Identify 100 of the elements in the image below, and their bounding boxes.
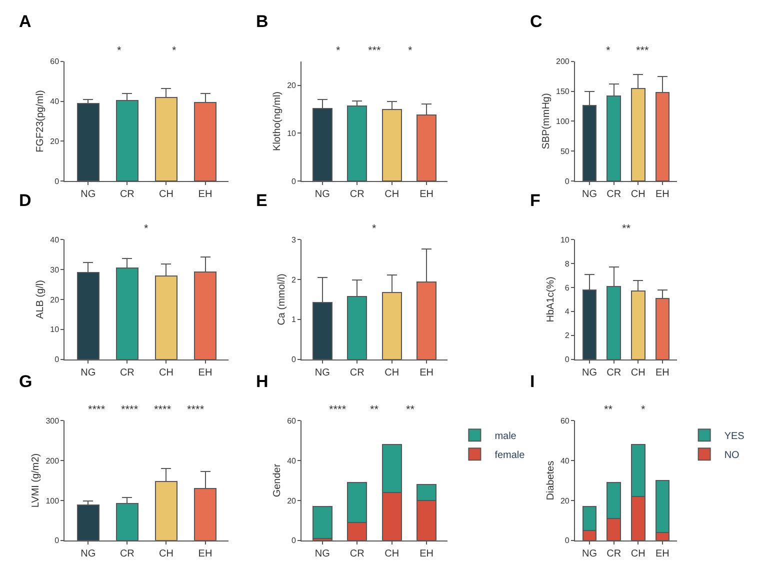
x-tick-label: CH — [384, 367, 400, 378]
x-tick-label: CH — [158, 367, 174, 378]
y-tick-label: 20 — [50, 136, 60, 146]
text: * — [606, 45, 611, 57]
chart-title: E — [256, 191, 268, 210]
y-tick-label: 100 — [556, 117, 570, 126]
y-axis-title: FGF23(pg/ml) — [35, 90, 46, 152]
x-tick-label: EH — [656, 189, 670, 200]
y-tick-label: 40 — [50, 235, 60, 244]
x-tick-label: NG — [582, 548, 598, 560]
x-tick-label: CH — [158, 548, 174, 560]
text: **** — [329, 404, 347, 416]
y-tick-label: 20 — [560, 496, 570, 506]
x-tick-label: NG — [582, 189, 598, 200]
x-tick-label: NG — [314, 189, 330, 200]
text: **** — [121, 404, 139, 416]
y-tick-label: 1 — [292, 315, 297, 324]
y-tick-label: 6 — [564, 283, 570, 292]
y-tick-label: 0 — [564, 355, 570, 364]
chart-title: G — [19, 372, 32, 391]
x-tick-label: EH — [198, 367, 212, 378]
x-tick-label: NG — [582, 367, 598, 378]
text: * — [336, 45, 341, 57]
y-tick-label: 20 — [287, 496, 297, 506]
y-tick-label: 0 — [292, 536, 297, 546]
text: **** — [88, 404, 106, 416]
chart-title: A — [19, 12, 32, 31]
text: * — [172, 45, 177, 57]
y-tick-label: 100 — [46, 496, 60, 506]
x-tick-label: CH — [384, 189, 400, 200]
legend-label: male — [494, 431, 517, 442]
y-tick-label: 0 — [292, 355, 297, 364]
x-tick-label: CH — [630, 548, 646, 560]
chart-title: D — [19, 191, 32, 210]
x-tick-label: CH — [630, 189, 646, 200]
legend-label: female — [494, 450, 526, 462]
y-tick-label: 60 — [287, 416, 297, 426]
y-tick-label: 10 — [287, 128, 297, 138]
x-tick-label: EH — [420, 189, 434, 200]
text: **** — [187, 404, 205, 416]
y-tick-label: 4 — [564, 307, 570, 316]
text: ** — [406, 404, 416, 416]
x-tick-label: CR — [120, 367, 134, 378]
y-tick-label: 2 — [564, 331, 570, 340]
x-tick-label: EH — [420, 548, 434, 560]
x-tick-label: EH — [656, 367, 670, 378]
x-tick-label: CR — [350, 367, 364, 378]
chart-title: F — [530, 191, 540, 210]
x-tick-label: NG — [80, 189, 96, 200]
y-axis-title: Gender — [272, 463, 284, 498]
text: *** — [636, 45, 650, 57]
y-tick-label: 10 — [560, 235, 570, 244]
x-tick-label: CR — [350, 548, 364, 560]
legend-label: YES — [724, 431, 745, 442]
y-tick-label: 2 — [292, 275, 297, 284]
y-tick-label: 60 — [560, 416, 570, 426]
x-tick-label: EH — [198, 189, 212, 200]
y-tick-label: 0 — [54, 536, 60, 546]
x-tick-label: CH — [384, 548, 400, 560]
y-axis-title: Diabetes — [545, 460, 556, 500]
text: * — [117, 45, 122, 57]
text: * — [144, 223, 149, 235]
y-tick-label: 20 — [287, 81, 297, 90]
chart-title: H — [256, 372, 268, 391]
chart-title: C — [530, 12, 542, 31]
y-tick-label: 40 — [50, 97, 60, 106]
y-axis-title: HbA1c(%) — [545, 276, 556, 322]
y-tick-label: 40 — [287, 456, 297, 466]
y-tick-label: 8 — [564, 259, 570, 268]
x-tick-label: CR — [120, 189, 134, 200]
y-tick-label: 20 — [50, 295, 60, 304]
y-axis-title: Ca (mmol/l) — [276, 274, 288, 326]
y-tick-label: 0 — [564, 176, 570, 186]
x-tick-label: CR — [350, 189, 364, 200]
y-tick-label: 300 — [46, 416, 60, 426]
x-tick-label: EH — [198, 548, 212, 560]
x-tick-label: NG — [314, 367, 330, 378]
text: * — [408, 45, 413, 57]
x-tick-label: CR — [120, 548, 134, 560]
y-tick-label: 0 — [292, 176, 297, 186]
chart-title: I — [530, 372, 535, 391]
y-axis-title: Klotho(ng/ml) — [272, 91, 284, 151]
y-tick-label: 30 — [50, 265, 60, 274]
y-axis-title: ALB (g/l) — [35, 280, 46, 319]
y-tick-label: 0 — [564, 536, 570, 546]
text: *** — [368, 45, 382, 57]
legend-label: NO — [724, 450, 740, 462]
y-tick-label: 200 — [556, 57, 570, 66]
text: ** — [370, 404, 380, 416]
x-tick-label: NG — [314, 548, 330, 560]
x-tick-label: CR — [606, 548, 622, 560]
x-tick-label: NG — [80, 548, 96, 560]
y-tick-label: 0 — [54, 355, 60, 364]
text: ** — [622, 223, 632, 235]
y-tick-label: 3 — [292, 235, 297, 244]
y-tick-label: 200 — [46, 456, 60, 466]
x-tick-label: NG — [80, 367, 96, 378]
x-tick-label: CR — [606, 367, 622, 378]
text: ** — [604, 404, 614, 416]
text: **** — [154, 404, 172, 416]
